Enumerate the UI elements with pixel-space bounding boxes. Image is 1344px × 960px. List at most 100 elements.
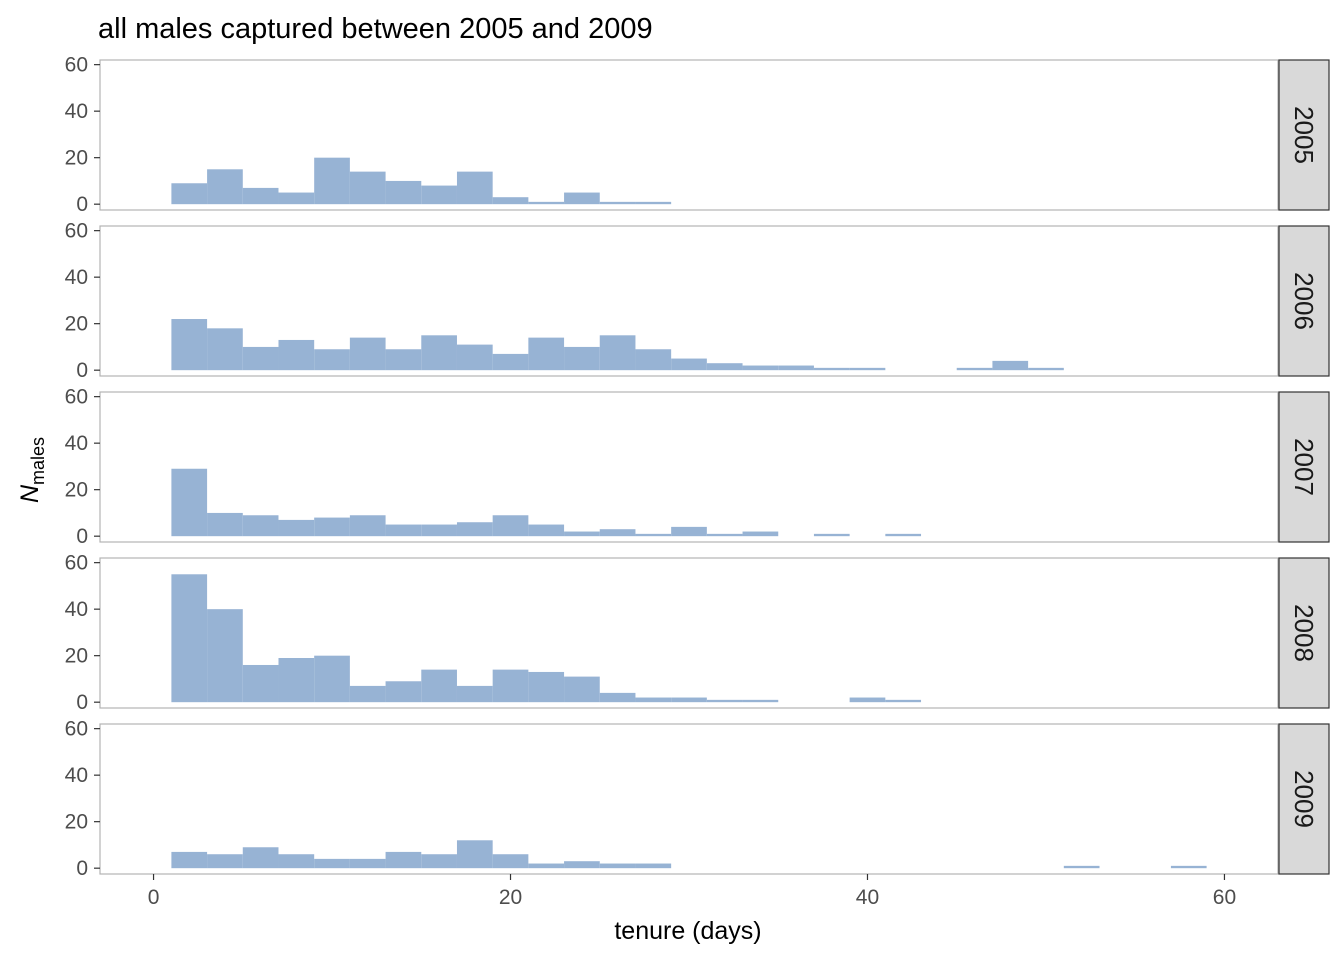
y-axis-title: Nmales (16, 437, 48, 503)
histogram-bar (385, 349, 422, 371)
facet-strip-label: 2009 (1289, 770, 1319, 828)
y-tick-label: 20 (65, 479, 88, 502)
histogram-bar (742, 365, 779, 371)
histogram-bar (706, 699, 743, 703)
histogram-bar (528, 863, 565, 869)
facet-panel-2005: 0 20 40 60 2005 (65, 54, 1330, 216)
histogram-bar (314, 858, 350, 869)
histogram-bar (1028, 367, 1064, 371)
histogram-bar (528, 201, 565, 205)
histogram-bar (885, 699, 922, 703)
histogram-bar (242, 187, 279, 205)
histogram-bar (242, 847, 279, 869)
histogram-bar (207, 169, 243, 205)
histogram-bar (171, 319, 208, 371)
histogram-bar (349, 171, 386, 205)
x-tick-label: 60 (1213, 886, 1236, 909)
facet-strip (1278, 723, 1330, 875)
histogram-bar (421, 335, 457, 371)
histogram-bar (207, 609, 243, 703)
facet-panel-2009: 0 20 40 60 2009 (65, 718, 1330, 880)
histogram-bar (278, 658, 315, 703)
histogram-bar (849, 367, 886, 371)
y-tick-label: 0 (76, 525, 88, 548)
histogram-bar (635, 533, 672, 537)
histogram-bar (564, 531, 600, 537)
histogram-bar (671, 526, 707, 537)
y-tick-label: 0 (76, 193, 88, 216)
histogram-bar (207, 854, 243, 869)
x-axis-title: tenure (days) (614, 917, 761, 945)
histogram-bar (314, 517, 350, 537)
histogram-bar (599, 863, 636, 869)
histogram-bar (171, 851, 208, 869)
histogram-bar (349, 685, 386, 703)
histogram-bar (456, 522, 493, 537)
histogram-bar (706, 363, 743, 371)
x-tick-label: 20 (499, 886, 522, 909)
y-tick-label: 0 (76, 359, 88, 382)
y-tick-label: 60 (65, 54, 88, 77)
histogram-bar (956, 367, 993, 371)
histogram-bar (456, 171, 493, 205)
facet-strip (1278, 225, 1330, 377)
histogram-bar (528, 337, 565, 371)
y-tick-label: 20 (65, 147, 88, 170)
histogram-bar (635, 863, 672, 869)
histogram-bar (599, 692, 636, 703)
y-tick-label: 20 (65, 645, 88, 668)
histogram-bar (456, 840, 493, 869)
histogram-bar (599, 201, 636, 205)
y-tick-label: 40 (65, 432, 88, 455)
histogram-bar (564, 346, 600, 371)
histogram-bar (492, 669, 529, 703)
histogram-bar (385, 180, 422, 205)
histogram-bar (813, 533, 850, 537)
histogram-bar (421, 854, 457, 869)
x-tick-label: 40 (856, 886, 879, 909)
y-tick-label: 40 (65, 266, 88, 289)
histogram-bar (242, 346, 279, 371)
histogram-bar (314, 349, 350, 371)
histogram-bar (492, 353, 529, 371)
facet-strip-label: 2008 (1289, 604, 1319, 662)
facet-panels: 0204060200502040602006020406020070204060… (65, 54, 1330, 880)
y-tick-label: 40 (65, 598, 88, 621)
histogram-bar (1170, 865, 1207, 869)
histogram-bar (564, 676, 600, 703)
histogram-bar (635, 201, 672, 205)
histogram-bar (242, 515, 279, 537)
y-axis-title-subscript: males (28, 437, 48, 485)
histogram-bar (349, 337, 386, 371)
histogram-bar (349, 515, 386, 537)
histogram-bar (171, 574, 208, 703)
x-axis: 0 20 40 60 (148, 874, 1236, 909)
histogram-bar (1063, 865, 1100, 869)
histogram-bar (278, 339, 315, 371)
histogram-bar (528, 671, 565, 703)
histogram-bar (849, 697, 886, 703)
histogram-bar (813, 367, 850, 371)
histogram-bar (421, 185, 457, 205)
histogram-bar (349, 858, 386, 869)
histogram-bar (456, 685, 493, 703)
y-tick-label: 20 (65, 811, 88, 834)
y-tick-label: 40 (65, 100, 88, 123)
facet-strip (1278, 557, 1330, 709)
y-tick-label: 0 (76, 691, 88, 714)
histogram-bar (421, 669, 457, 703)
facet-strip-label: 2006 (1289, 272, 1319, 330)
histogram-bar (528, 524, 565, 537)
histogram-bar (564, 861, 600, 869)
histogram-bar (671, 697, 707, 703)
y-tick-label: 0 (76, 857, 88, 880)
histogram-bar (742, 531, 779, 537)
facet-panel-2008: 0 20 40 60 2008 (65, 552, 1330, 714)
histogram-bar (492, 854, 529, 869)
facet-panel-2006: 0 20 40 60 2006 (65, 220, 1330, 382)
histogram-bar (314, 655, 350, 703)
y-tick-label: 60 (65, 220, 88, 243)
panel-border (99, 391, 1279, 543)
y-tick-label: 40 (65, 764, 88, 787)
